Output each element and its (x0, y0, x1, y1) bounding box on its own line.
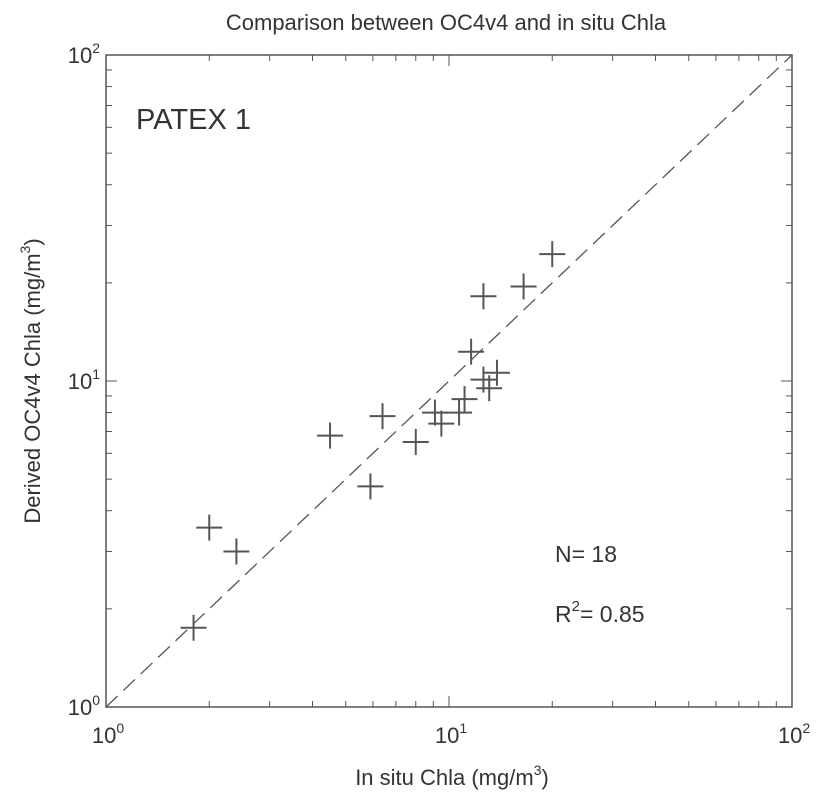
data-point (317, 422, 344, 449)
data-point (539, 241, 566, 268)
data-point (458, 338, 485, 365)
y-axis-label: Derived OC4v4 Chla (mg/m3) (17, 238, 45, 523)
r2-prefix: R (555, 601, 572, 627)
data-point (483, 359, 510, 386)
r2-superscript: 2 (572, 598, 580, 615)
data-point (180, 614, 207, 641)
data-point (451, 386, 478, 413)
x-tick-label: 102 (778, 720, 810, 748)
y-tick-label: 102 (68, 40, 100, 68)
y-axis-label-base: Derived OC4v4 Chla (mg/m (20, 253, 45, 523)
data-point (476, 375, 503, 402)
panel-label: PATEX 1 (136, 104, 251, 136)
data-point (421, 399, 448, 426)
x-tick-label: 101 (435, 720, 467, 748)
data-point (223, 538, 250, 565)
y-tick-label: 100 (68, 692, 100, 720)
y-axis-label-superscript: 3 (17, 245, 33, 253)
one-to-one-line (105, 54, 793, 708)
data-point (446, 399, 473, 426)
data-point (428, 410, 455, 437)
x-axis-label: In situ Chla (mg/m3) (355, 762, 549, 790)
data-point (402, 428, 429, 455)
n-annotation: N= 18 (555, 541, 617, 567)
y-axis-label-tail: ) (20, 238, 45, 245)
data-point (369, 403, 396, 430)
data-point (357, 473, 384, 500)
x-axis-label-base: In situ Chla (mg/m (355, 765, 534, 790)
data-point (196, 514, 223, 541)
x-tick-label: 100 (92, 720, 124, 748)
r2-annotation: R2= 0.85 (555, 598, 645, 627)
chart-title: Comparison between OC4v4 and in situ Chl… (226, 10, 667, 35)
r2-value: = 0.85 (580, 601, 645, 627)
data-point (470, 283, 497, 310)
y-tick-label: 101 (68, 366, 100, 394)
data-point (510, 273, 537, 300)
x-axis-label-superscript: 3 (534, 762, 542, 778)
x-axis-label-tail: ) (541, 765, 548, 790)
